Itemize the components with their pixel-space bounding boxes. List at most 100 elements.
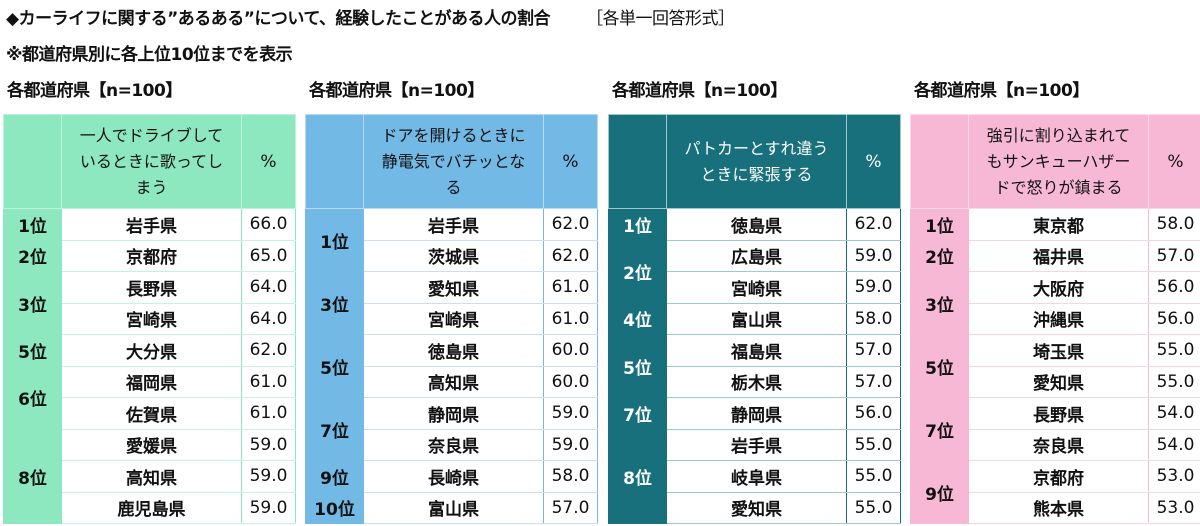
table-row: 1位 岩手県 66.0	[3, 208, 296, 241]
percent-cell: 58.0	[1148, 208, 1200, 241]
prefecture-cell: 大阪府	[968, 271, 1149, 304]
table-row: 7位 静岡県 56.0	[608, 397, 901, 430]
rank-header	[3, 114, 62, 209]
rank-cell: 5位	[3, 334, 62, 367]
prefecture-cell: 岩手県	[666, 428, 847, 461]
prefecture-cell: 埼玉県	[968, 334, 1149, 367]
rank-header	[305, 114, 364, 209]
percent-cell: 55.0	[846, 428, 901, 461]
percent-cell: 59.0	[241, 428, 296, 461]
ranking-table: パトカーとすれ違うときに緊張する% 1位 徳島県 62.0 2位 広島県 59.0 宮崎県 59…	[608, 114, 901, 524]
table-row: 8位 岩手県 55.0	[608, 428, 901, 524]
table-row: 鹿児島県 59.0	[4, 491, 296, 524]
prefecture-cell: 徳島県	[363, 334, 544, 367]
percent-cell: 59.0	[543, 397, 598, 430]
prefecture-cell: 奈良県	[363, 428, 544, 461]
percent-cell: 53.0	[1148, 460, 1200, 493]
table-row: 9位 京都府 53.0	[910, 460, 1200, 524]
percent-cell: 65.0	[241, 239, 296, 272]
percent-cell: 57.0	[846, 365, 901, 398]
percent-cell: 59.0	[543, 428, 598, 461]
table-row: 7位 長野県 54.0	[910, 397, 1200, 461]
rank-cell: 2位	[910, 239, 969, 272]
percent-cell: 62.0	[543, 208, 598, 241]
prefecture-cell: 岩手県	[363, 208, 544, 241]
prefecture-cell: 広島県	[666, 239, 847, 272]
table-row: 高知県 60.0	[306, 365, 598, 398]
table-row: 熊本県 53.0	[911, 491, 1200, 524]
rank-cell: 8位	[608, 428, 667, 524]
ranking-panel-2: 各都道府県【n=100】 ドアを開けるときに静電気でバチッとなる% 1位 岩手県 62.…	[305, 80, 598, 524]
percent-cell: 64.0	[241, 302, 296, 335]
rank-cell: 7位	[305, 397, 364, 461]
prefecture-cell: 福井県	[968, 239, 1149, 272]
rank-cell: 9位	[910, 460, 969, 524]
table-row: 2位 京都府 65.0	[3, 239, 296, 272]
ranking-table: ドアを開けるときに静電気でバチッとなる% 1位 岩手県 62.0 茨城県 62.0 3位 愛知…	[305, 114, 598, 524]
table-row: 8位 愛媛県 59.0	[3, 428, 296, 524]
table-row: 7位 静岡県 59.0	[305, 397, 598, 461]
rank-cell: 9位	[305, 460, 364, 493]
prefecture-cell: 奈良県	[968, 428, 1149, 461]
sample-size-label: 各都道府県【n=100】	[612, 81, 787, 101]
table-row: 1位 岩手県 62.0	[305, 208, 598, 272]
percent-cell: 56.0	[1148, 302, 1200, 335]
percent-header: %	[1148, 114, 1200, 209]
rank-cell: 10位	[305, 491, 364, 524]
rank-cell: 4位	[608, 302, 667, 335]
rank-cell: 6位	[3, 365, 62, 430]
percent-cell: 57.0	[1148, 239, 1200, 272]
percent-cell: 56.0	[1148, 271, 1200, 304]
prefecture-cell: 熊本県	[968, 491, 1149, 524]
percent-cell: 62.0	[241, 334, 296, 367]
prefecture-cell: 愛知県	[666, 491, 847, 524]
prefecture-cell: 福島県	[666, 334, 847, 367]
prefecture-cell: 愛知県	[363, 271, 544, 304]
table-row: 高知県 59.0	[4, 460, 296, 493]
table-row: 3位 長野県 64.0	[3, 271, 296, 335]
rank-header	[910, 114, 969, 209]
table-row: 茨城県 62.0	[306, 239, 598, 272]
percent-cell: 59.0	[846, 239, 901, 272]
prefecture-cell: 岩手県	[61, 208, 242, 241]
prefecture-cell: 大分県	[61, 334, 242, 367]
rank-cell: 5位	[910, 334, 969, 398]
table-row: 2位 福井県 57.0	[910, 239, 1200, 272]
prefecture-cell: 京都府	[968, 460, 1149, 493]
prefecture-cell: 富山県	[666, 302, 847, 335]
prefecture-cell: 福岡県	[61, 365, 242, 398]
rank-cell: 1位	[305, 208, 364, 272]
percent-cell: 53.0	[1148, 491, 1200, 524]
percent-cell: 62.0	[543, 239, 598, 272]
prefecture-cell: 宮崎県	[61, 302, 242, 335]
percent-cell: 54.0	[1148, 397, 1200, 430]
rank-cell: 1位	[910, 208, 969, 241]
table-row: 宮崎県 64.0	[4, 302, 296, 335]
percent-cell: 58.0	[543, 460, 598, 493]
table-row: 沖縄県 56.0	[911, 302, 1200, 335]
percent-cell: 64.0	[241, 271, 296, 304]
percent-cell: 59.0	[241, 460, 296, 493]
rank-cell: 2位	[3, 239, 62, 272]
prefecture-cell: 佐賀県	[61, 397, 242, 430]
table-row: 5位 福島県 57.0	[608, 334, 901, 398]
prefecture-cell: 東京都	[968, 208, 1149, 241]
rank-cell: 3位	[910, 271, 969, 335]
table-row: 愛知県 55.0	[911, 365, 1200, 398]
rank-cell: 3位	[3, 271, 62, 335]
percent-cell: 66.0	[241, 208, 296, 241]
percent-cell: 57.0	[543, 491, 598, 524]
sample-size-label: 各都道府県【n=100】	[7, 81, 182, 101]
prefecture-cell: 静岡県	[363, 397, 544, 430]
ranking-panel-3: 各都道府県【n=100】パトカーとすれ違うときに緊張する% 1位 徳島県 62.0 2位…	[608, 80, 901, 524]
prefecture-cell: 岐阜県	[666, 460, 847, 493]
rank-cell: 5位	[305, 334, 364, 398]
percent-cell: 54.0	[1148, 428, 1200, 461]
table-row: 奈良県 54.0	[911, 428, 1200, 461]
rank-cell: 1位	[3, 208, 62, 241]
percent-cell: 61.0	[241, 365, 296, 398]
sample-size-label: 各都道府県【n=100】	[914, 81, 1089, 101]
prefecture-cell: 鹿児島県	[61, 491, 242, 524]
prefecture-cell: 高知県	[363, 365, 544, 398]
question-header: パトカーとすれ違うときに緊張する	[666, 114, 847, 209]
